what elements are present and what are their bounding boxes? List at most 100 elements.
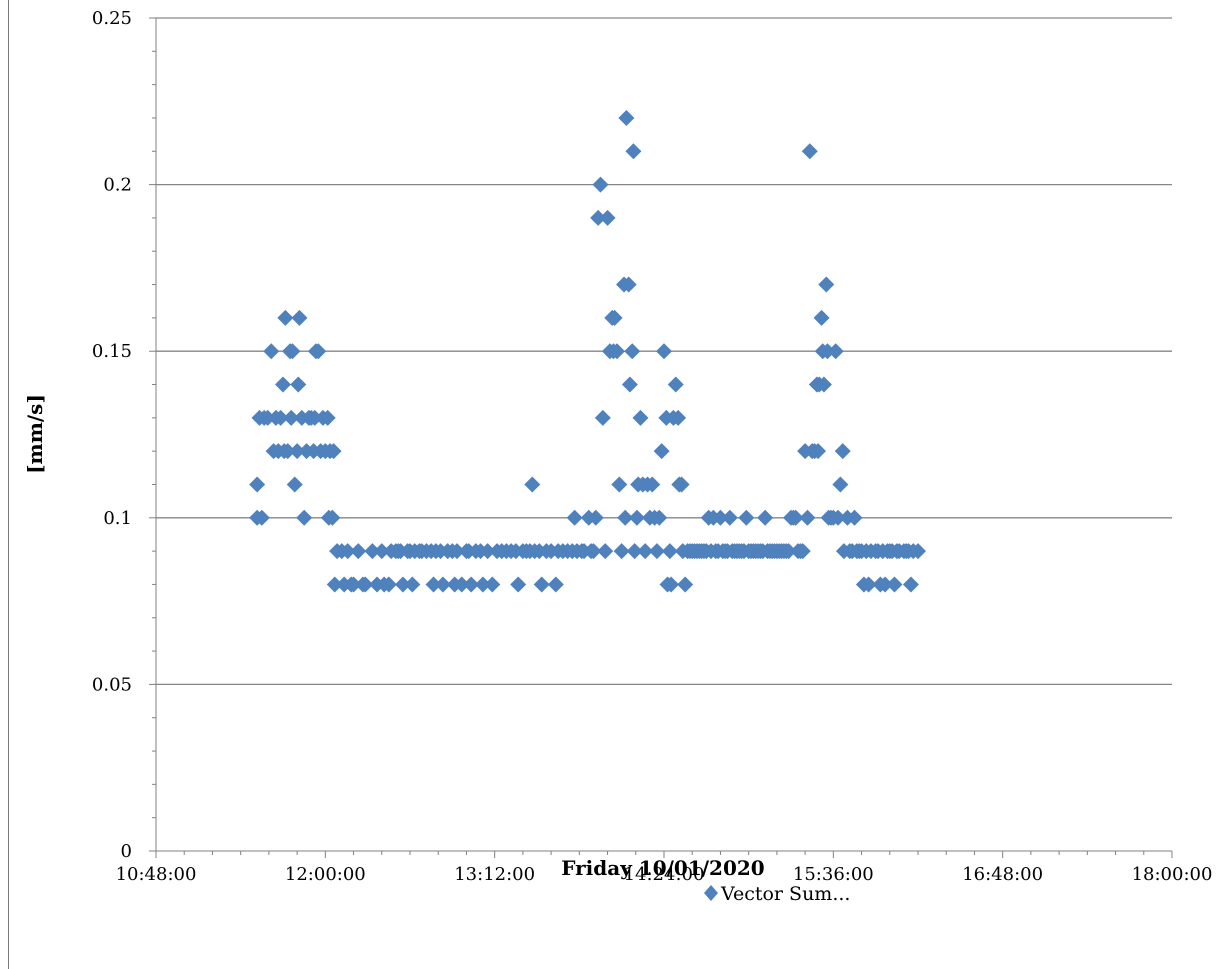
- data-point-diamond: [326, 576, 343, 593]
- data-point-diamond: [585, 543, 602, 560]
- data-point-diamond: [830, 509, 847, 526]
- data-point-diamond: [644, 476, 661, 493]
- data-point-diamond: [283, 409, 300, 426]
- data-point-diamond: [479, 543, 496, 560]
- data-point-diamond: [253, 509, 270, 526]
- data-point-diamond: [621, 376, 638, 393]
- legend-marker-diamond: [704, 885, 718, 901]
- data-point-diamond: [587, 509, 604, 526]
- data-point-diamond: [306, 409, 323, 426]
- data-point-diamond: [284, 343, 301, 360]
- left-border-line: [8, 0, 9, 969]
- data-point-diamond: [794, 543, 811, 560]
- data-point-diamond: [670, 409, 687, 426]
- data-point-diamond: [902, 576, 919, 593]
- data-point-diamond: [291, 309, 308, 326]
- data-point-diamond: [832, 476, 849, 493]
- data-point-diamond: [357, 576, 374, 593]
- x-tick-label: 16:48:00: [962, 864, 1043, 885]
- x-tick-label: 15:36:00: [793, 864, 874, 885]
- data-point-diamond: [860, 576, 877, 593]
- data-point-diamond: [721, 509, 738, 526]
- data-point-diamond: [651, 509, 668, 526]
- data-point-diamond: [886, 576, 903, 593]
- data-point-diamond: [249, 476, 266, 493]
- data-point-diamond: [533, 576, 550, 593]
- data-point-diamond: [547, 576, 564, 593]
- data-point-diamond: [325, 443, 342, 460]
- data-point-diamond: [275, 376, 291, 393]
- data-point-diamond: [757, 509, 774, 526]
- y-tick-label: 0.15: [92, 341, 132, 362]
- y-tick-label: 0.05: [92, 674, 132, 695]
- data-point-diamond: [434, 576, 451, 593]
- y-tick-label: 0: [121, 841, 132, 862]
- data-point-diamond: [813, 309, 830, 326]
- x-tick-label: 12:00:00: [285, 864, 366, 885]
- axes: [155, 18, 1172, 852]
- data-point-diamond: [632, 409, 649, 426]
- data-point-diamond: [425, 576, 442, 593]
- data-point-diamond: [599, 209, 616, 226]
- data-point-diamond: [656, 343, 672, 360]
- data-point-diamond: [404, 576, 421, 593]
- data-point-diamond: [597, 543, 614, 560]
- data-point-diamond: [677, 576, 694, 593]
- data-point-diamond: [484, 576, 501, 593]
- data-point-diamond: [350, 543, 367, 560]
- y-axis-title: [mm/s]: [23, 394, 47, 474]
- data-point-diamond: [319, 409, 336, 426]
- data-point-diamond: [617, 509, 634, 526]
- data-point-diamond: [592, 176, 609, 193]
- data-point-diamond: [463, 576, 480, 593]
- data-point-diamond: [801, 143, 818, 160]
- data-point-diamond: [259, 409, 276, 426]
- data-point-diamond: [910, 543, 926, 560]
- data-point-diamond: [780, 543, 797, 560]
- data-point-diamond: [263, 343, 280, 360]
- x-tick-label: 14:24:00: [624, 864, 705, 885]
- data-point-diamond: [324, 509, 341, 526]
- data-point-diamond: [827, 343, 844, 360]
- data-point-diamond: [613, 543, 630, 560]
- data-point-diamond: [819, 343, 836, 360]
- x-tick-label: 10:48:00: [116, 864, 197, 885]
- x-tick-label: 13:12:00: [454, 864, 535, 885]
- data-point-diamond: [345, 576, 362, 593]
- data-point-diamond: [606, 309, 623, 326]
- data-point-diamond: [611, 476, 628, 493]
- data-point-diamond: [566, 509, 583, 526]
- data-point-diamond: [624, 343, 641, 360]
- data-point-diamond: [608, 343, 625, 360]
- data-point-diamond: [712, 509, 729, 526]
- data-point-diamond: [810, 443, 827, 460]
- data-point-diamond: [834, 443, 851, 460]
- data-point-diamond: [663, 576, 680, 593]
- data-point-diamond: [524, 476, 541, 493]
- data-point-diamond: [310, 343, 327, 360]
- data-point-diamond: [286, 476, 303, 493]
- data-point-diamond: [289, 443, 306, 460]
- data-point-diamond: [279, 443, 296, 460]
- data-point-diamond: [296, 509, 313, 526]
- y-tick-label: 0.25: [92, 8, 132, 29]
- data-point-diamond: [449, 543, 466, 560]
- data-point-diamond: [818, 276, 835, 293]
- data-points: [249, 109, 926, 593]
- data-point-diamond: [510, 576, 527, 593]
- data-point-diamond: [339, 543, 356, 560]
- x-axis-title: Friday 10/01/2020: [561, 856, 764, 880]
- y-tick-label: 0.1: [103, 508, 132, 529]
- data-point-diamond: [787, 509, 804, 526]
- data-point-diamond: [628, 509, 645, 526]
- data-point-diamond: [364, 543, 381, 560]
- x-axis-ticks: 10:48:00 12:00:00 13:12:00 14:24:00 15:36:00…: [116, 851, 1212, 885]
- data-point-diamond: [380, 576, 397, 593]
- data-point-diamond: [453, 576, 470, 593]
- data-point-diamond: [625, 143, 642, 160]
- data-point-diamond: [618, 109, 635, 126]
- data-point-diamond: [637, 543, 654, 560]
- data-point-diamond: [373, 543, 390, 560]
- data-point-diamond: [661, 543, 678, 560]
